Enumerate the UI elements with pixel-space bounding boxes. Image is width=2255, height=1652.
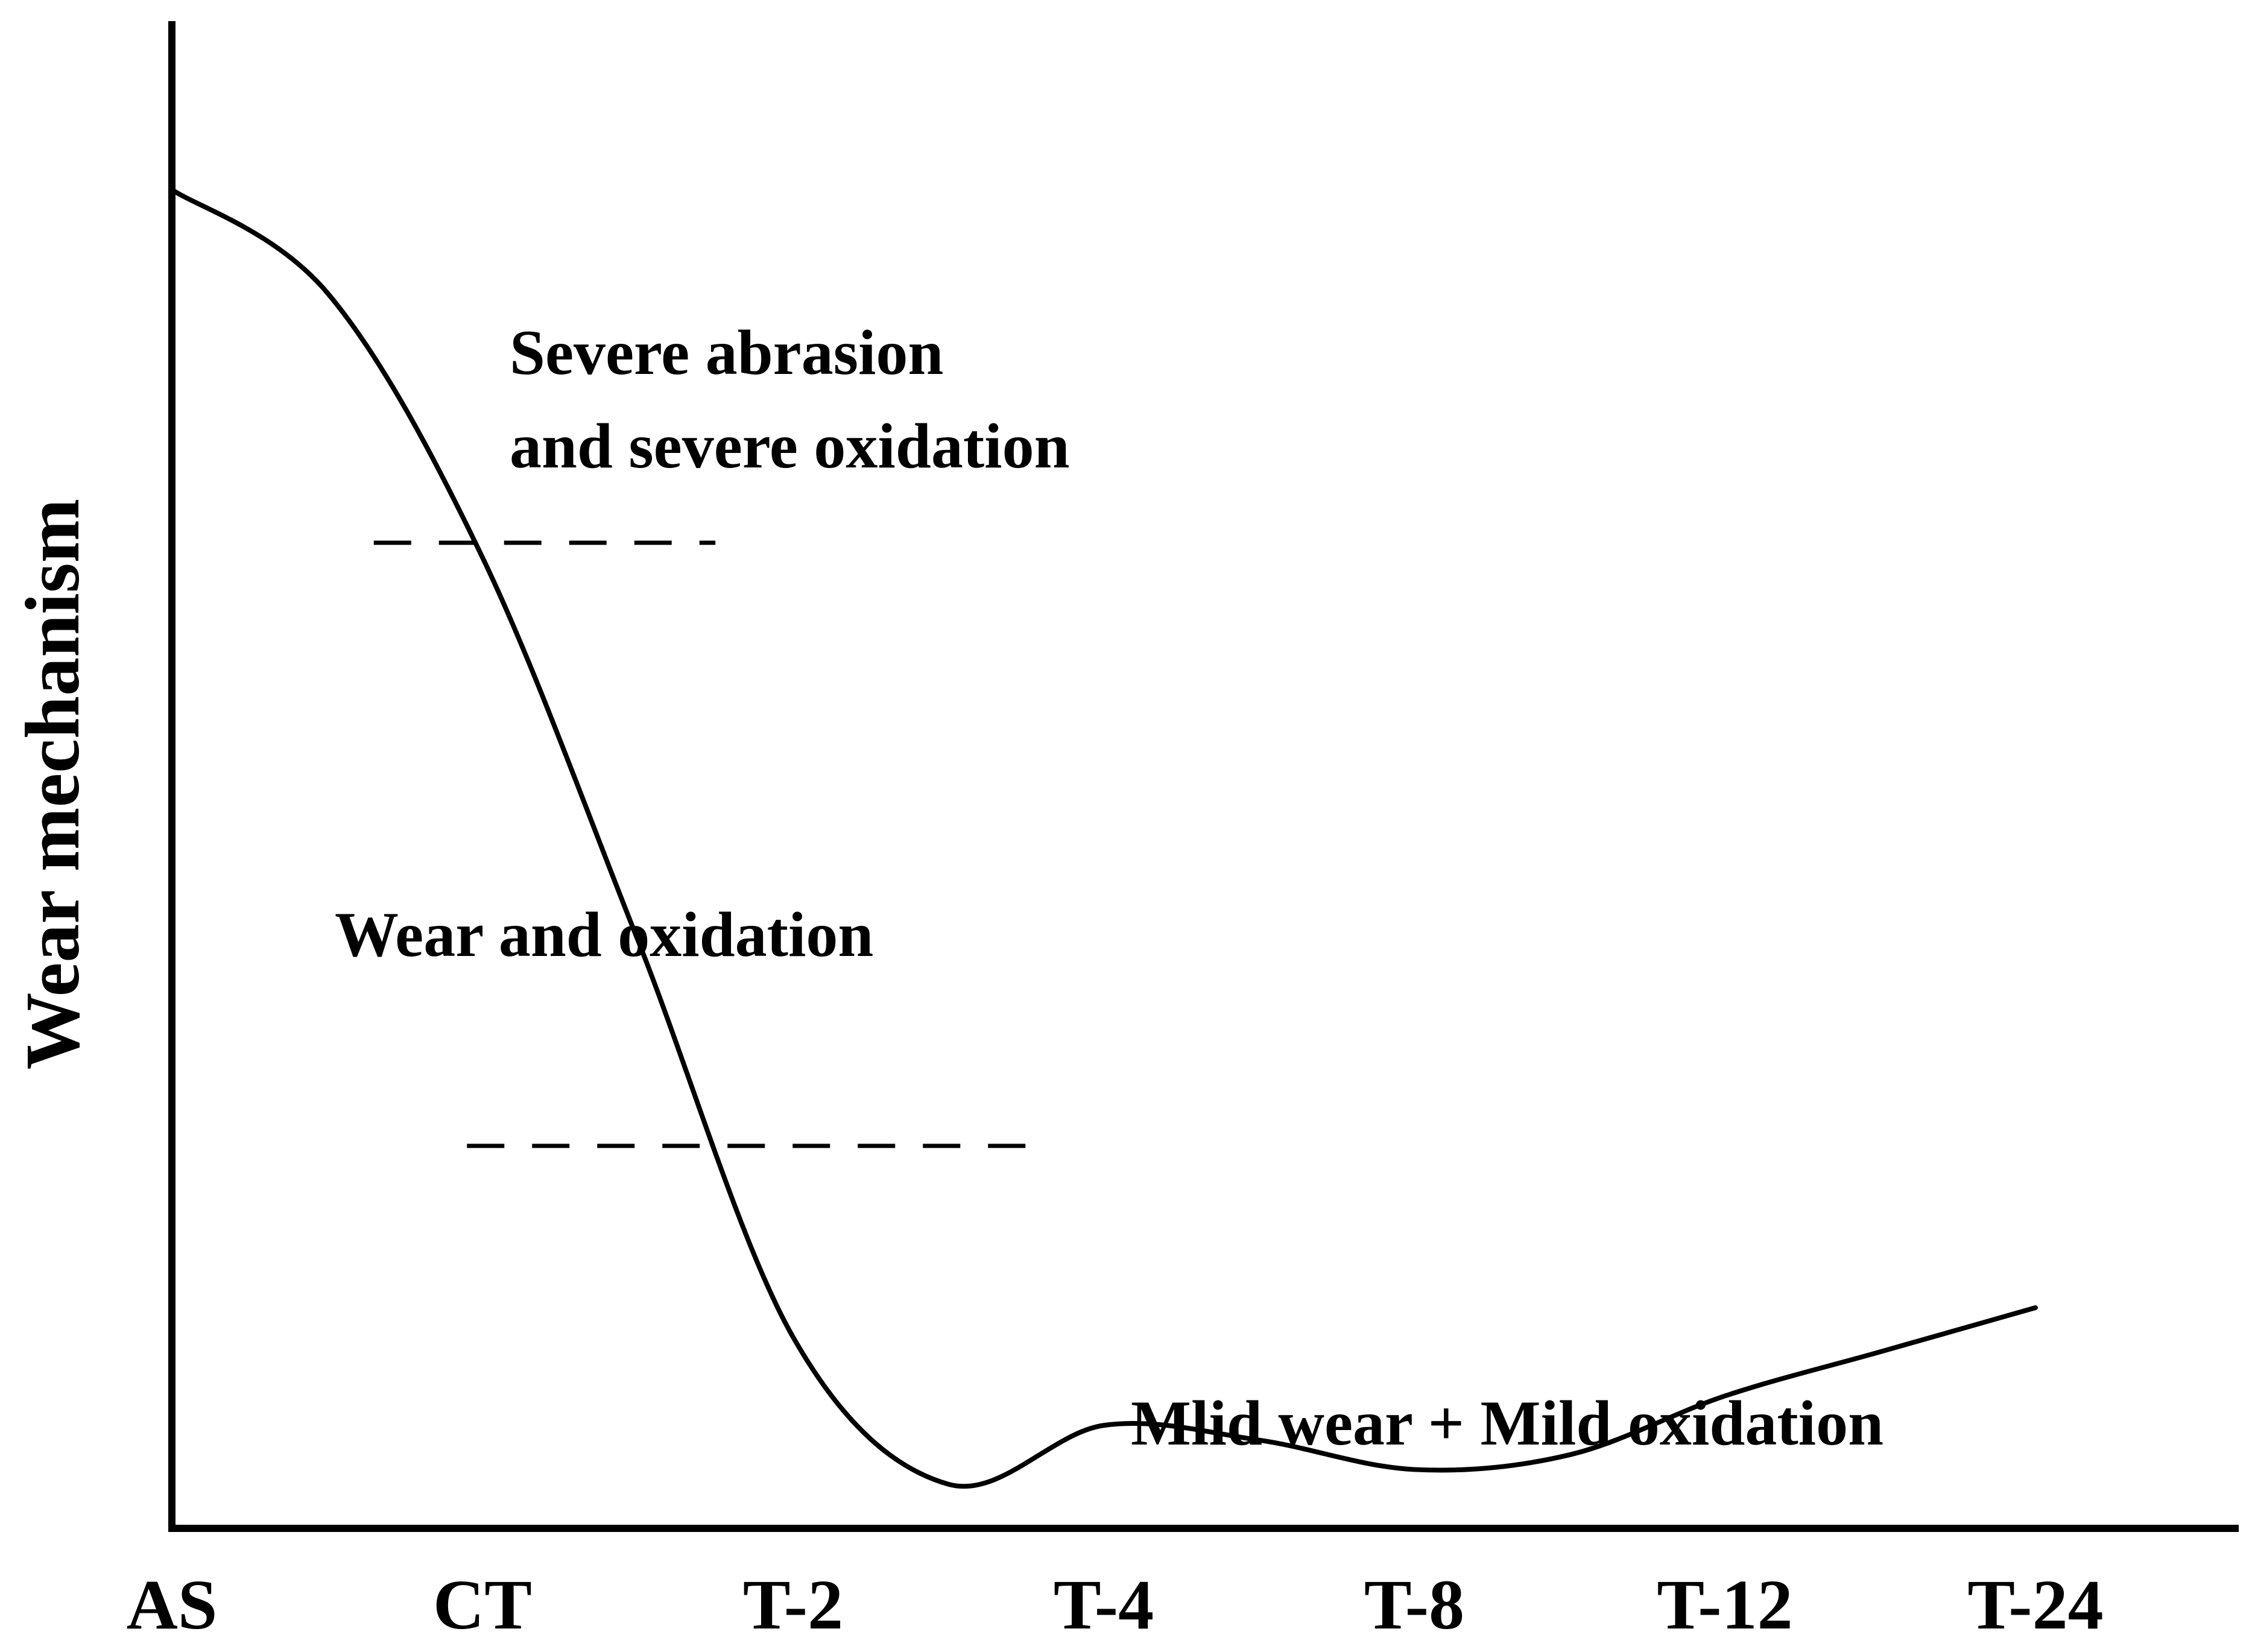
x-tick-label-t12: T-12 — [1657, 1565, 1792, 1644]
y-axis-title: Wear mechanism — [10, 499, 95, 1070]
x-tick-label-t4: T-4 — [1054, 1565, 1154, 1644]
x-tick-label-t8: T-8 — [1364, 1565, 1464, 1644]
annotation-severe-line-2: and severe oxidation — [510, 411, 1070, 481]
annotation-wear-oxidation: Wear and oxidation — [335, 899, 873, 970]
annotation-severe-line-1: Severe abrasion — [510, 317, 943, 388]
series-line — [169, 187, 2038, 1489]
x-tick-label-as: AS — [127, 1565, 218, 1644]
x-tick-label-ct: CT — [433, 1565, 532, 1644]
x-tick-label-t2: T-2 — [743, 1565, 843, 1644]
annotation-mild: Mlid wear + Mild oxidation — [1131, 1388, 1883, 1458]
x-tick-label-t24: T-24 — [1967, 1565, 2103, 1644]
